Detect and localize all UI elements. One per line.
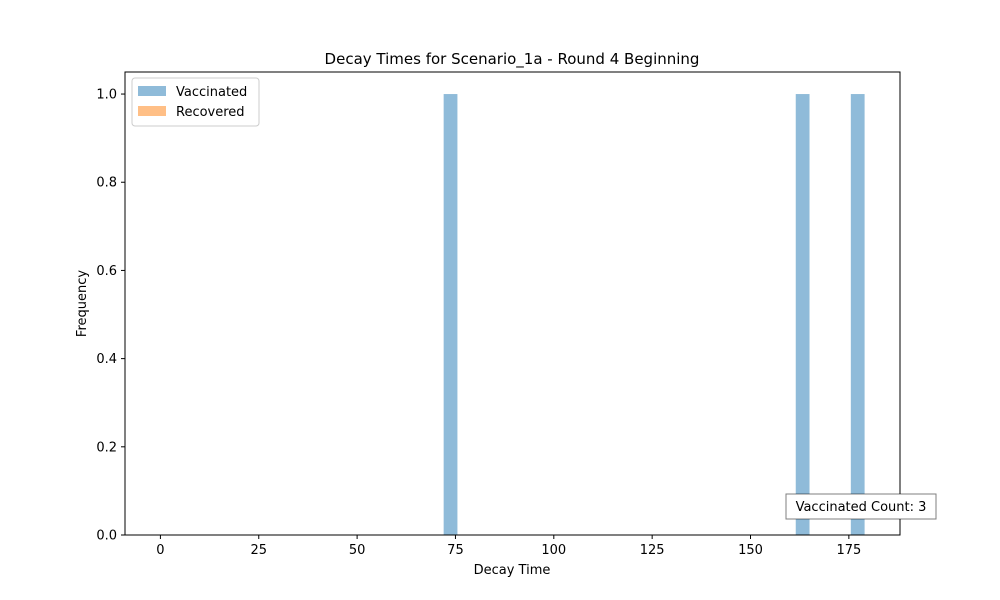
x-axis-label: Decay Time xyxy=(474,563,551,578)
y-tick-label: 0.4 xyxy=(96,352,117,367)
annotation-box: Vaccinated Count: 3 xyxy=(785,493,937,520)
legend-swatch-recovered xyxy=(138,106,166,116)
bars-layer xyxy=(443,94,865,536)
y-axis-label: Frequency xyxy=(75,270,90,337)
annotation-text: Vaccinated Count: 3 xyxy=(796,500,927,515)
x-tick-label: 150 xyxy=(738,543,763,558)
y-axis-ticks: 0.0 0.2 0.4 0.6 0.8 1.0 xyxy=(96,88,125,544)
x-tick-label: 175 xyxy=(836,543,861,558)
y-tick-label: 0.2 xyxy=(96,440,117,455)
bar-vaccinated-0 xyxy=(443,94,458,536)
x-axis-ticks: 0 25 50 75 100 125 150 175 xyxy=(156,535,861,558)
legend: Vaccinated Recovered xyxy=(131,77,260,127)
x-tick-label: 0 xyxy=(156,543,164,558)
x-tick-label: 25 xyxy=(250,543,267,558)
bar-vaccinated-1 xyxy=(795,94,810,536)
x-tick-label: 75 xyxy=(447,543,464,558)
y-tick-label: 0.8 xyxy=(96,176,117,191)
y-tick-label: 0.0 xyxy=(96,529,117,544)
x-tick-label: 50 xyxy=(349,543,366,558)
y-tick-label: 0.6 xyxy=(96,264,117,279)
legend-label-recovered: Recovered xyxy=(176,105,245,120)
x-tick-label: 125 xyxy=(640,543,665,558)
annotation-frame xyxy=(785,493,937,520)
bar-vaccinated-2 xyxy=(850,94,865,536)
legend-label-vaccinated: Vaccinated xyxy=(176,85,247,100)
plot-frame xyxy=(124,71,901,536)
chart-title: Decay Times for Scenario_1a - Round 4 Be… xyxy=(325,50,700,69)
y-tick-label: 1.0 xyxy=(96,88,117,103)
x-tick-label: 100 xyxy=(541,543,566,558)
legend-swatch-vaccinated xyxy=(138,86,166,96)
